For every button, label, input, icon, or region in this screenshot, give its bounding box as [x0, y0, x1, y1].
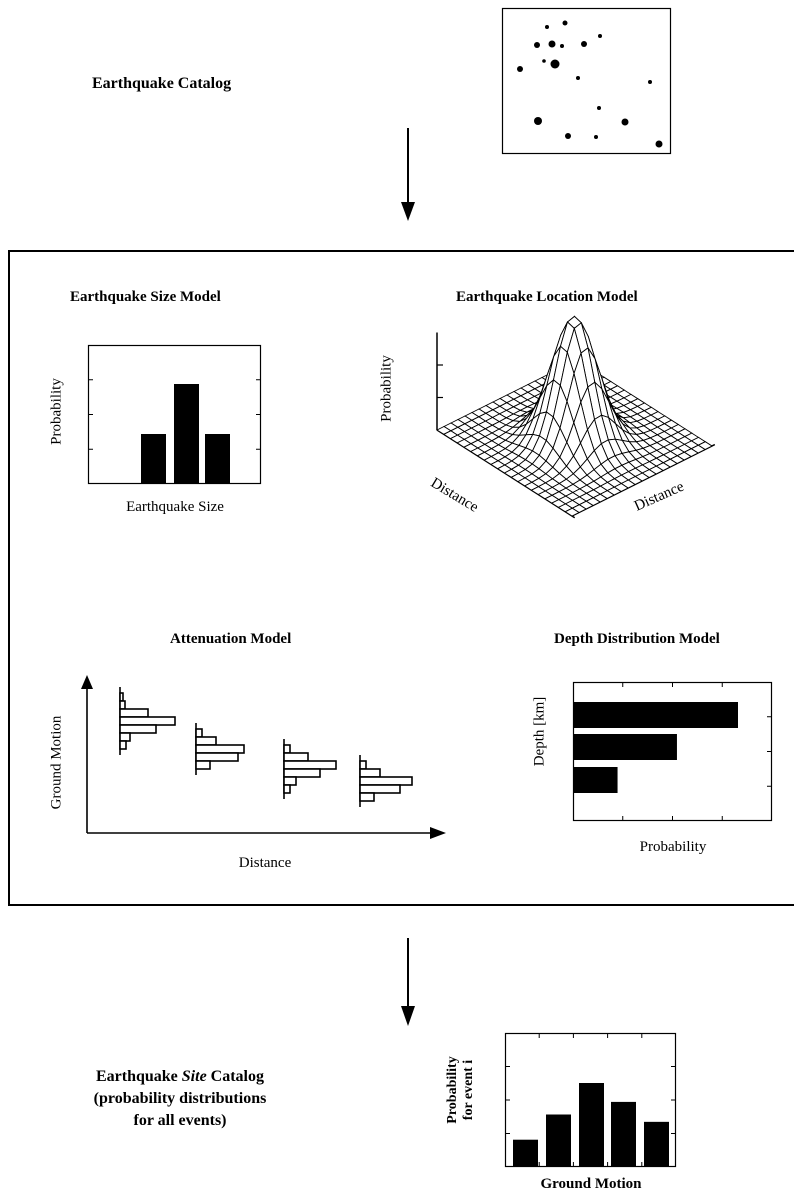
attenuation-histogram: [359, 755, 413, 807]
site-chart-ylabel: Probability for event i: [445, 1056, 476, 1124]
attenuation-model-xlabel: Distance: [238, 855, 292, 871]
depth-model-ylabel: Depth [km]: [531, 696, 548, 767]
attenuation-bar: [119, 724, 157, 734]
depth-bar: [573, 702, 738, 728]
attenuation-bar: [359, 760, 367, 770]
depth-bar: [573, 767, 618, 793]
site-catalog-line3: for all events): [133, 1112, 227, 1129]
catalog-title: Earthquake Catalog: [92, 75, 232, 92]
surface-cell: [564, 507, 580, 517]
site-catalog-title: Earthquake Site Catalog (probability dis…: [60, 1066, 300, 1132]
attenuation-bar: [359, 776, 413, 786]
depth-model-xlabel: Probability: [639, 839, 707, 855]
attenuation-bar: [359, 792, 375, 802]
size-model-xlabel: Earthquake Size: [126, 499, 224, 515]
site-word: Site: [181, 1068, 207, 1085]
arrow-down-top: [401, 128, 415, 221]
attenuation-bar: [195, 736, 217, 746]
attenuation-bar: [119, 716, 176, 726]
site-bar: [611, 1101, 636, 1167]
catalog-map: [501, 7, 672, 155]
size-model-title: Earthquake Size Model: [70, 289, 221, 305]
attenuation-bar: [195, 752, 239, 762]
site-bar: [546, 1114, 571, 1167]
site-bar: [579, 1083, 604, 1167]
attenuation-bar: [119, 700, 126, 710]
site-chart-xlabel: Ground Motion: [540, 1176, 642, 1192]
size-bar: [205, 434, 230, 484]
site-bar: [513, 1139, 538, 1167]
size-bar: [174, 384, 199, 484]
attenuation-model-chart: [81, 675, 446, 839]
catalog-events: [517, 20, 663, 148]
size-model-chart: [87, 344, 262, 485]
site-bar: [644, 1121, 669, 1167]
attenuation-bar: [195, 760, 211, 770]
site-catalog-line2: (probability distributions: [93, 1090, 267, 1107]
attenuation-model-ylabel: Ground Motion: [48, 715, 65, 810]
attenuation-bar: [283, 776, 297, 786]
attenuation-bar: [359, 784, 401, 794]
attenuation-histogram: [283, 739, 337, 799]
attenuation-histogram: [195, 723, 245, 775]
attenuation-bar: [283, 768, 321, 778]
surface-mesh: [436, 315, 713, 517]
depth-model-chart: [572, 681, 773, 822]
attenuation-bar: [119, 692, 124, 702]
attenuation-bar: [283, 784, 291, 794]
depth-bar: [573, 734, 677, 760]
models-panel: [8, 250, 794, 906]
attenuation-bar: [283, 752, 309, 762]
attenuation-bar: [195, 728, 203, 738]
depth-model-title: Depth Distribution Model: [554, 631, 720, 647]
attenuation-bar: [359, 768, 381, 778]
attenuation-bar: [195, 744, 245, 754]
attenuation-model-title: Attenuation Model: [170, 631, 292, 647]
attenuation-bar: [119, 732, 131, 742]
attenuation-bar: [119, 740, 127, 750]
attenuation-histogram: [119, 687, 176, 755]
location-model-title: Earthquake Location Model: [456, 289, 638, 305]
attenuation-bar: [283, 744, 291, 754]
attenuation-bar: [283, 760, 337, 770]
site-ground-motion-chart: [504, 1032, 677, 1168]
arrow-down-bottom: [401, 938, 415, 1026]
attenuation-bar: [119, 708, 149, 718]
size-bar: [141, 434, 166, 484]
